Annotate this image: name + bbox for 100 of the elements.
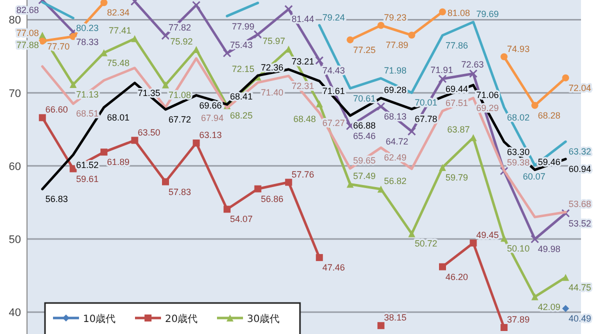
data-label: 80.23 (76, 23, 99, 34)
data-label: 69.29 (476, 103, 499, 114)
data-label: 68.02 (507, 112, 530, 122)
data-label: 75.48 (106, 58, 130, 68)
data-label: 81.08 (448, 8, 470, 18)
data-label: 67.78 (414, 114, 438, 124)
data-label: 69.28 (384, 85, 406, 96)
data-label: 66.60 (45, 104, 68, 115)
data-label: 44.75 (568, 282, 592, 292)
data-label: 77.70 (47, 42, 70, 52)
data-label: 72.63 (461, 60, 484, 70)
data-label: 63.32 (568, 146, 592, 157)
data-label: 49.98 (538, 244, 560, 254)
data-label: 40.49 (568, 313, 592, 324)
data-label: 68.41 (230, 91, 253, 102)
data-label: 68.01 (106, 112, 130, 122)
data-label: 56.83 (45, 194, 68, 204)
data-label: 74.43 (322, 65, 345, 76)
data-label: 75.43 (230, 40, 253, 50)
data-label: 57.49 (353, 171, 376, 182)
data-label: 82.68 (16, 5, 39, 16)
data-label: 77.99 (232, 21, 254, 32)
data-label: 73.21 (292, 56, 314, 66)
data-label: 77.25 (353, 44, 376, 55)
data-label: 72.15 (232, 64, 254, 74)
legend-label: 10歳代 (83, 313, 116, 325)
data-label: 69.44 (446, 84, 468, 94)
data-label: 79.69 (476, 9, 499, 19)
data-label: 67.94 (201, 112, 224, 123)
data-label: 67.72 (168, 114, 192, 124)
data-label: 75.97 (262, 36, 286, 46)
data-label: 72.04 (568, 82, 592, 93)
data-label: 59.61 (76, 174, 99, 184)
data-label: 70.01 (414, 98, 438, 108)
data-label: 37.89 (507, 314, 530, 324)
data-label: 72.31 (292, 80, 314, 91)
data-label: 77.88 (16, 40, 39, 50)
data-label: 71.13 (76, 90, 99, 100)
data-label: 71.61 (322, 86, 345, 96)
data-label: 71.91 (430, 64, 454, 75)
data-label: 68.48 (293, 114, 316, 124)
data-label: 72.36 (260, 62, 284, 73)
data-label: 49.45 (476, 230, 499, 240)
legend-label: 30歳代 (247, 313, 280, 325)
data-label: 79.23 (384, 12, 406, 22)
data-label: 77.08 (16, 28, 39, 38)
data-label: 68.28 (538, 110, 560, 120)
data-label: 64.72 (386, 136, 408, 146)
data-label: 77.82 (168, 22, 192, 33)
data-label: 57.76 (292, 169, 314, 180)
data-label: 61.52 (76, 160, 99, 170)
data-label: 53.52 (568, 218, 592, 228)
data-label: 69.66 (199, 100, 222, 110)
data-label: 59.46 (538, 156, 560, 167)
data-label: 65.46 (353, 131, 376, 141)
data-label: 56.86 (260, 194, 284, 204)
data-label: 77.86 (446, 40, 468, 50)
data-label: 79.24 (322, 12, 345, 22)
data-label: 68.51 (76, 108, 99, 119)
data-label: 82.34 (106, 8, 130, 18)
data-label: 63.30 (507, 146, 530, 157)
data-label: 70.61 (353, 93, 376, 104)
data-label: 63.87 (447, 124, 470, 135)
y-tick-label: 60 (8, 160, 21, 173)
data-label: 56.82 (384, 176, 406, 186)
data-label: 59.38 (507, 157, 530, 168)
y-tick-label: 40 (8, 307, 21, 320)
data-label: 63.13 (199, 130, 222, 140)
data-label: 66.88 (353, 120, 376, 131)
data-label: 60.07 (522, 171, 546, 182)
data-label: 46.20 (446, 272, 468, 282)
data-label: 71.06 (476, 90, 499, 100)
y-tick-label: 50 (8, 234, 21, 246)
y-tick-label: 70 (8, 88, 21, 100)
data-label: 38.15 (384, 312, 406, 323)
data-label: 47.46 (322, 262, 345, 273)
data-label: 81.44 (292, 14, 314, 24)
data-label: 75.92 (170, 36, 193, 47)
data-label: 63.50 (138, 127, 160, 138)
y-tick-label: 80 (8, 14, 21, 27)
data-label: 74.93 (507, 44, 530, 54)
data-label: 60.94 (568, 164, 592, 174)
data-label: 54.07 (230, 214, 253, 224)
data-label: 77.89 (386, 40, 408, 50)
data-label: 68.25 (230, 110, 253, 121)
data-label: 77.41 (108, 26, 132, 36)
data-label: 71.40 (260, 88, 284, 98)
data-label: 71.08 (168, 90, 192, 100)
data-label: 78.33 (76, 36, 99, 47)
data-label: 50.72 (414, 238, 438, 249)
data-label: 59.79 (446, 172, 468, 182)
data-label: 71.98 (384, 65, 406, 76)
data-label: 62.49 (384, 152, 406, 163)
data-label: 57.83 (168, 186, 192, 197)
data-label: 42.09 (538, 302, 560, 312)
data-label: 50.10 (507, 243, 530, 254)
data-label: 71.35 (138, 88, 160, 98)
data-label: 53.68 (568, 199, 592, 210)
data-label: 68.13 (384, 111, 406, 122)
data-label: 67.27 (322, 118, 345, 128)
